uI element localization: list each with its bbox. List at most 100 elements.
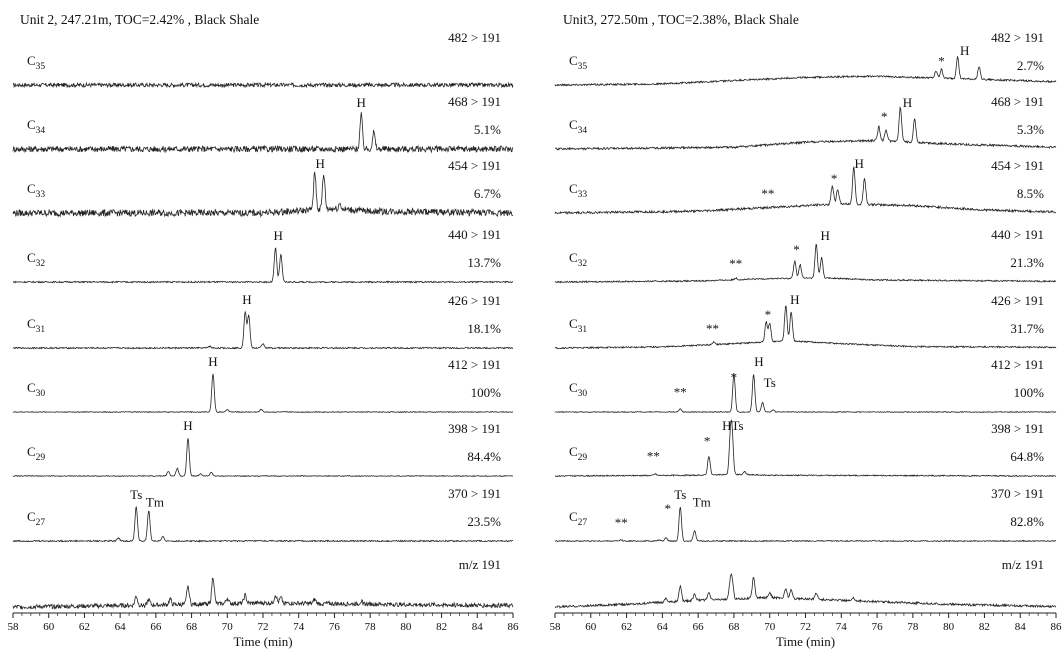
peak-label: H [242,292,251,307]
peak-label: Ts [764,375,776,390]
transition-label: 454 > 191 [448,158,501,173]
x-tick-label: 84 [1015,621,1027,633]
transition-label: 440 > 191 [448,227,501,242]
percent-label: 100% [1014,385,1045,400]
compound-label: C29 [569,444,587,463]
peak-label: H [790,292,799,307]
peak-label: * [731,369,738,384]
panel-unit2: C35 482 > 191 C34 468 > 191 5.1% H C33 454 > 19… [8,30,520,649]
percent-label: 5.1% [474,122,501,137]
compound-label: C33 [569,181,587,200]
trace-line-8 [554,572,1057,609]
peak-label: H [820,228,829,243]
trace-line-6 [13,438,514,478]
trace-line-6 [554,419,1057,478]
compound-label: C29 [27,444,45,463]
transition-label: 482 > 191 [991,30,1044,45]
percent-label: 23.5% [467,514,501,529]
percent-label: 31.7% [1010,321,1044,336]
trace-line-4 [554,305,1057,350]
peak-label: Ts [674,487,686,502]
x-tick-label: 58 [550,621,562,633]
compound-label: C34 [569,117,587,136]
trace-line-0 [12,81,514,89]
x-tick-label: 82 [436,621,447,633]
transition-label: 370 > 191 [991,486,1044,501]
peak-label: H [754,354,763,369]
x-tick-label: 72 [800,621,811,633]
transition-label: 412 > 191 [448,357,501,372]
percent-label: 100% [471,385,502,400]
x-tick-label: 86 [1051,621,1063,633]
peak-label: Ts [731,418,743,433]
percent-label: 5.3% [1017,122,1044,137]
peak-label: H [273,228,282,243]
trace-line-8 [12,577,514,611]
transition-label: 468 > 191 [448,94,501,109]
transition-label: 412 > 191 [991,357,1044,372]
x-tick-label: 60 [585,621,597,633]
panel-title-unit3: Unit3, 272.50m , TOC=2.38%, Black Shale [563,12,799,27]
peak-label: H [960,43,969,58]
x-tick-label: 64 [115,621,127,633]
transition-label: 482 > 191 [448,30,501,45]
peak-label: * [664,501,671,516]
x-tick-label: 62 [621,621,632,633]
percent-label: 21.3% [1010,255,1044,270]
peak-label: ** [674,385,687,400]
compound-label: C32 [569,250,587,269]
peak-label: ** [729,256,742,271]
trace-line-5 [554,373,1057,414]
trace-line-2 [554,165,1057,215]
peak-label: ** [647,449,660,464]
transition-label: 370 > 191 [448,486,501,501]
peak-label: Tm [693,494,711,509]
percent-label: 84.4% [467,449,501,464]
compound-label: C31 [569,316,587,335]
panel-title-unit2: Unit 2, 247.21m, TOC=2.42% , Black Shale [20,12,259,27]
x-axis-label: Time (min) [233,634,292,649]
trace-line-5 [12,373,514,414]
peak-label: H [315,156,324,171]
peak-label: ** [761,186,774,201]
x-tick-label: 68 [186,621,198,633]
percent-label: 13.7% [467,255,501,270]
x-tick-label: 64 [657,621,669,633]
compound-label: C27 [27,509,45,528]
peak-label: H [903,95,912,110]
compound-label: C30 [27,380,45,399]
peak-label: * [831,171,838,186]
compound-label: C33 [27,181,45,200]
x-tick-label: 78 [365,621,377,633]
transition-label: m/z 191 [1002,557,1044,572]
x-axis-label: Time (min) [776,634,835,649]
peak-label: H [208,354,217,369]
transition-label: 426 > 191 [991,293,1044,308]
compound-label: C35 [27,53,45,72]
compound-label: C32 [27,250,45,269]
x-tick-label: 62 [79,621,90,633]
trace-line-2 [12,171,514,218]
trace-line-4 [12,310,514,350]
percent-label: 82.8% [1010,514,1044,529]
x-tick-label: 68 [728,621,740,633]
trace-line-7 [555,507,1056,543]
x-tick-label: 80 [943,621,955,633]
peak-label: H [854,156,863,171]
trace-line-1 [554,105,1057,151]
transition-label: m/z 191 [459,557,501,572]
percent-label: 64.8% [1010,449,1044,464]
peak-label: * [938,54,945,69]
percent-label: 2.7% [1017,58,1044,73]
x-tick-label: 76 [329,621,341,633]
x-tick-label: 70 [764,621,776,633]
compound-label: C27 [569,509,587,528]
x-tick-label: 74 [836,621,848,633]
x-tick-label: 70 [222,621,234,633]
trace-line-1 [12,112,514,154]
trace-line-3 [554,243,1057,284]
transition-label: 440 > 191 [991,227,1044,242]
peak-label: ** [615,515,628,530]
panel-unit3: C35 482 > 191 2.7% * H C34 468 > 191 5.3% * H C33 4… [550,30,1063,649]
